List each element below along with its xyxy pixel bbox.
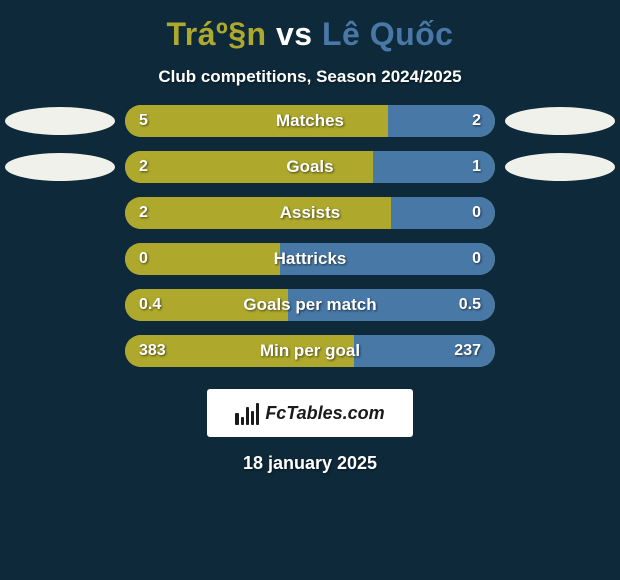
brand-badge: FcTables.com bbox=[207, 389, 413, 437]
player1-ellipse bbox=[5, 153, 115, 181]
logo-bar bbox=[241, 417, 244, 425]
bar-left-fill bbox=[125, 289, 288, 321]
bar-right-fill bbox=[280, 243, 495, 275]
bar-right-fill bbox=[373, 151, 495, 183]
player1-ellipse bbox=[5, 199, 115, 227]
date-text: 18 january 2025 bbox=[0, 437, 620, 474]
stat-bar: Matches52 bbox=[125, 105, 495, 137]
brand-logo-icon bbox=[235, 401, 259, 425]
bar-right-fill bbox=[388, 105, 495, 137]
infographic-container: Tráº§n vs Lê Quốc Club competitions, Sea… bbox=[0, 0, 620, 474]
stat-row: Goals21 bbox=[0, 151, 620, 183]
stat-row: Hattricks00 bbox=[0, 243, 620, 275]
player2-ellipse bbox=[505, 291, 615, 319]
stat-bar: Assists20 bbox=[125, 197, 495, 229]
stat-bar: Goals per match0.40.5 bbox=[125, 289, 495, 321]
title: Tráº§n vs Lê Quốc bbox=[0, 4, 620, 57]
bar-left-fill bbox=[125, 105, 388, 137]
player1-ellipse bbox=[5, 291, 115, 319]
bar-left-fill bbox=[125, 335, 354, 367]
bar-left-fill bbox=[125, 197, 391, 229]
player2-ellipse bbox=[505, 199, 615, 227]
logo-bar bbox=[256, 403, 259, 425]
player2-ellipse bbox=[505, 153, 615, 181]
player2-ellipse bbox=[505, 107, 615, 135]
player1-name: Tráº§n bbox=[167, 16, 267, 52]
vs-text: vs bbox=[276, 16, 313, 52]
bar-left-fill bbox=[125, 151, 373, 183]
stats-rows: Matches52 Goals21 Assists20 Hattricks00 Goal… bbox=[0, 105, 620, 367]
player2-ellipse bbox=[505, 337, 615, 365]
brand-text: FcTables.com bbox=[265, 403, 384, 424]
bar-left-fill bbox=[125, 243, 280, 275]
stat-row: Matches52 bbox=[0, 105, 620, 137]
subtitle: Club competitions, Season 2024/2025 bbox=[0, 57, 620, 105]
player1-ellipse bbox=[5, 107, 115, 135]
bar-right-fill bbox=[354, 335, 495, 367]
logo-bar bbox=[246, 407, 249, 425]
stat-bar: Hattricks00 bbox=[125, 243, 495, 275]
stat-row: Goals per match0.40.5 bbox=[0, 289, 620, 321]
bar-right-fill bbox=[288, 289, 495, 321]
stat-row: Assists20 bbox=[0, 197, 620, 229]
logo-bar bbox=[235, 413, 238, 425]
bar-right-fill bbox=[391, 197, 495, 229]
logo-bar bbox=[251, 411, 254, 425]
player1-ellipse bbox=[5, 337, 115, 365]
stat-row: Min per goal383237 bbox=[0, 335, 620, 367]
player1-ellipse bbox=[5, 245, 115, 273]
stat-bar: Goals21 bbox=[125, 151, 495, 183]
stat-bar: Min per goal383237 bbox=[125, 335, 495, 367]
player2-name: Lê Quốc bbox=[322, 16, 454, 52]
player2-ellipse bbox=[505, 245, 615, 273]
